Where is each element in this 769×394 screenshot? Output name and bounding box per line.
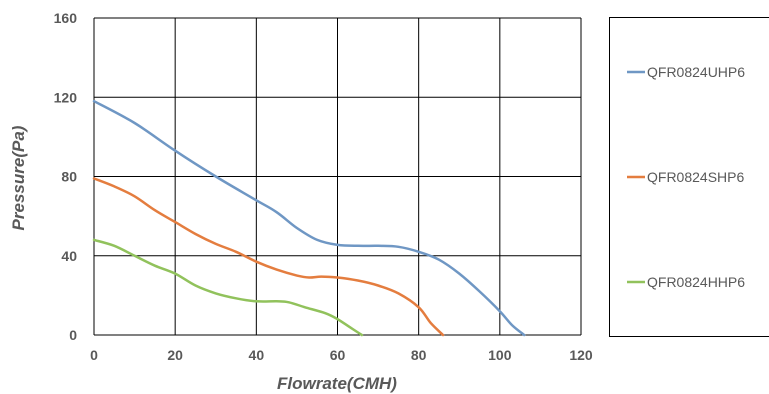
- x-tick-label: 20: [167, 347, 183, 363]
- x-tick-label: 100: [488, 347, 512, 363]
- y-tick-label: 0: [69, 327, 77, 343]
- series-line-qfr0824hhp6: [92, 238, 364, 337]
- x-tick-label: 0: [90, 347, 98, 363]
- y-axis-title: Pressure(Pa): [9, 125, 28, 230]
- y-tick-label: 80: [61, 169, 77, 185]
- plot-grid: [93, 17, 582, 336]
- x-tick-label: 60: [330, 347, 346, 363]
- y-tick-label: 40: [61, 248, 77, 264]
- x-tick-label: 80: [411, 347, 427, 363]
- series-line-qfr0824uhp6: [92, 99, 526, 337]
- x-tick-label: 120: [569, 347, 593, 363]
- legend-label: QFR0824HHP6: [647, 274, 745, 290]
- y-tick-label: 120: [54, 89, 78, 105]
- legend-label: QFR0824UHP6: [647, 64, 745, 80]
- series-lines: [92, 99, 526, 337]
- legend-label: QFR0824SHP6: [647, 169, 744, 185]
- legend: QFR0824UHP6 QFR0824SHP6 QFR0824HHP6: [609, 17, 769, 337]
- y-tick-label: 160: [54, 10, 78, 26]
- axis-ticks: 0 20 40 60 80 100 120 0 40 80 120 160: [54, 10, 593, 363]
- series-line-qfr0824shp6: [92, 177, 445, 337]
- x-tick-label: 40: [249, 347, 265, 363]
- x-axis-title: Flowrate(CMH): [277, 374, 397, 393]
